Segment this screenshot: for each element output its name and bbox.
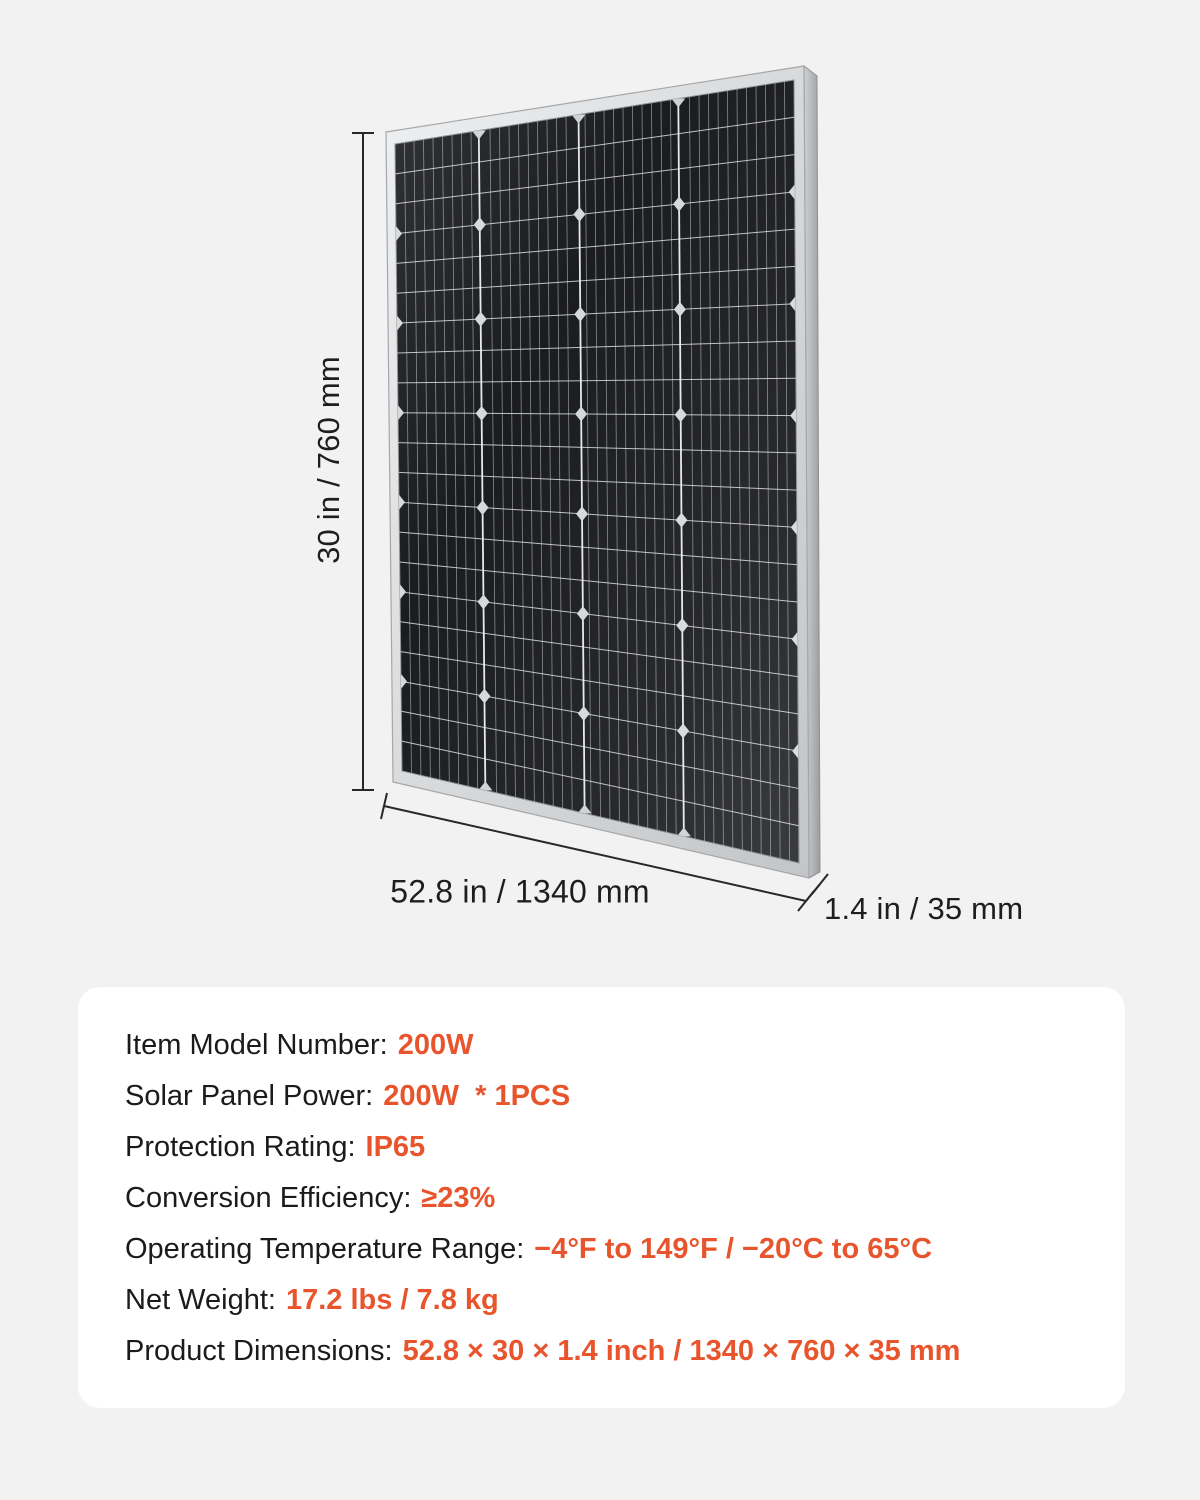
spec-label: Solar Panel Power: [125, 1079, 374, 1112]
spec-label: Net Weight: [125, 1283, 276, 1316]
spec-value: 200W * 1PCS [383, 1079, 571, 1112]
spec-label: Protection Rating: [125, 1130, 356, 1163]
spec-row-protection: Protection Rating: IP65 [125, 1122, 1085, 1173]
spec-label: Conversion Efficiency: [125, 1181, 412, 1214]
spec-row-dimensions: Product Dimensions: 52.8 × 30 × 1.4 inch… [125, 1326, 1085, 1377]
spec-value: ≥23% [421, 1181, 496, 1214]
depth-dimension-line [805, 873, 829, 902]
spec-label: Item Model Number: [125, 1028, 388, 1061]
spec-row-efficiency: Conversion Efficiency: ≥23% [125, 1173, 1085, 1224]
solar-panel-illustration [352, 64, 829, 912]
spec-row-power: Solar Panel Power: 200W * 1PCS [125, 1071, 1085, 1122]
panel-glass-sheen [395, 80, 799, 863]
spec-value: IP65 [365, 1130, 426, 1163]
width-dimension-label: 52.8 in / 1340 mm [390, 873, 650, 910]
spec-value: 17.2 lbs / 7.8 kg [285, 1283, 499, 1316]
spec-label: Product Dimensions: [125, 1334, 393, 1367]
depth-dimension-label: 1.4 in / 35 mm [824, 891, 1024, 926]
spec-value: 200W [397, 1028, 474, 1061]
spec-row-model: Item Model Number: 200W [125, 1020, 1085, 1071]
spec-row-temperature: Operating Temperature Range: −4°F to 149… [125, 1224, 1085, 1275]
spec-value: 52.8 × 30 × 1.4 inch / 1340 × 760 × 35 m… [402, 1334, 961, 1367]
spec-row-weight: Net Weight: 17.2 lbs / 7.8 kg [125, 1275, 1085, 1326]
spec-label: Operating Temperature Range: [125, 1232, 525, 1265]
specs-card: Item Model Number: 200W Solar Panel Powe… [78, 987, 1125, 1408]
height-dimension-line [352, 132, 374, 791]
spec-value: −4°F to 149°F / −20°C to 65°C [534, 1232, 933, 1265]
height-dimension-label: 30 in / 760 mm [311, 356, 346, 564]
